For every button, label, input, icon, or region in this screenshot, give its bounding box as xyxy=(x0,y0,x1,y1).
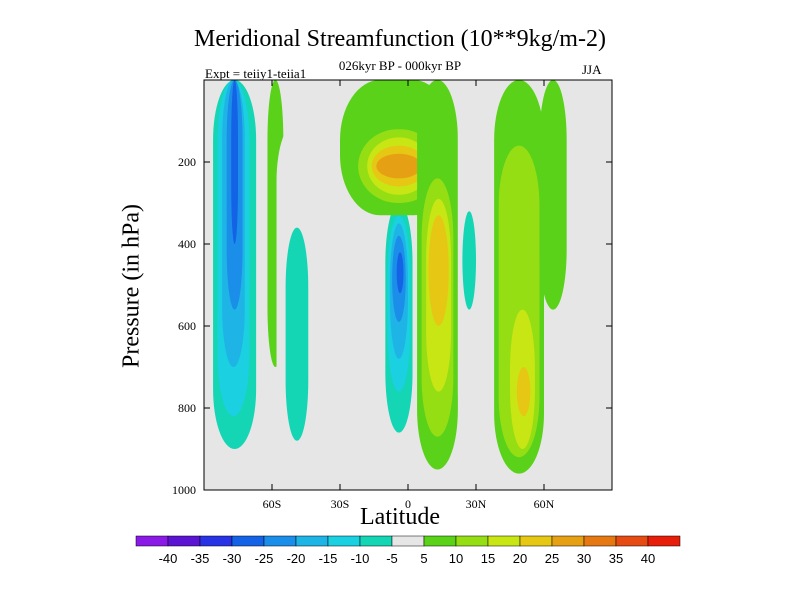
colorbar-label-7: -5 xyxy=(386,551,398,566)
colorbar-swatch-11 xyxy=(487,535,521,547)
colorbar-label-11: 20 xyxy=(513,551,527,566)
colorbar-label-0: -40 xyxy=(159,551,178,566)
colorbar-label-12: 25 xyxy=(545,551,559,566)
colorbar-swatch-14 xyxy=(583,535,617,547)
colorbar-label-2: -30 xyxy=(223,551,242,566)
contour-region-northern-midlatitude-negative-level-1 xyxy=(462,211,476,310)
colorbar-swatch-4 xyxy=(263,535,297,547)
experiment-label: Expt = teiiy1-teiia1 xyxy=(205,66,307,81)
colorbar-label-5: -15 xyxy=(319,551,338,566)
season-label: JJA xyxy=(582,62,602,77)
colorbar-label-15: 40 xyxy=(641,551,655,566)
contour-band-southern-polar-cell xyxy=(208,80,268,470)
y-ticks: 200 400 600 800 1000 xyxy=(172,155,612,497)
y-tick-label-0: 200 xyxy=(178,155,196,169)
x-tick-label-4: 60N xyxy=(534,497,555,511)
colorbar-swatch-6 xyxy=(327,535,361,547)
y-tick-label-2: 600 xyxy=(178,319,196,333)
colorbar-swatch-2 xyxy=(199,535,233,547)
colorbar: -40 -35 -30 -25 -20 -15 -10 -5 5 10 15 20 25 30 35 40 xyxy=(135,535,681,566)
contour-band-northern-outer-positive xyxy=(539,80,567,310)
y-tick-label-4: 1000 xyxy=(172,483,196,497)
contour-region-equatorial-negative-cell-level-5 xyxy=(396,252,404,294)
contour-band-southern-midlatitude-band xyxy=(267,80,318,478)
colorbar-swatch-15 xyxy=(615,535,649,547)
colorbar-label-13: 30 xyxy=(577,551,591,566)
contour-band-northern-midlatitude-negative xyxy=(457,80,481,449)
colorbar-swatch-9 xyxy=(423,535,457,547)
colorbar-label-10: 15 xyxy=(481,551,495,566)
colorbar-swatch-10 xyxy=(455,535,489,547)
colorbar-swatch-16 xyxy=(647,535,681,547)
colorbar-label-8: 5 xyxy=(420,551,427,566)
contour-region-northern-outer-positive-level-0 xyxy=(539,80,567,310)
colorbar-swatch-8 xyxy=(391,535,425,547)
colorbar-label-14: 35 xyxy=(609,551,623,566)
colorbar-label-6: -10 xyxy=(351,551,370,566)
y-tick-label-1: 400 xyxy=(178,237,196,251)
contour-region-southern-polar-cell-level-5 xyxy=(231,80,238,244)
x-axis-label: Latitude xyxy=(360,504,440,530)
contour-region-southern-midlatitude-band-level-2 xyxy=(285,227,309,441)
contour-band-northern-subtropical-positive xyxy=(417,80,458,470)
colorbar-label-9: 10 xyxy=(449,551,463,566)
colorbar-swatch-7 xyxy=(359,535,393,547)
contour-region-upper-tropical-positive-pair-level-4 xyxy=(376,153,422,179)
contour-bands xyxy=(208,80,567,478)
x-tick-label-3: 30N xyxy=(466,497,487,511)
x-tick-label-0: 60S xyxy=(263,497,282,511)
colorbar-swatch-0 xyxy=(135,535,169,547)
colorbar-swatch-12 xyxy=(519,535,553,547)
x-ticks: 60S 30S 0 30N 60N xyxy=(263,80,555,511)
colorbar-swatch-3 xyxy=(231,535,265,547)
colorbar-swatch-1 xyxy=(167,535,201,547)
colorbar-label-1: -35 xyxy=(191,551,210,566)
colorbar-label-4: -20 xyxy=(287,551,306,566)
contour-band-northern-ferrel-positive xyxy=(494,80,544,474)
chart-title: Meridional Streamfunction (10**9kg/m-2) xyxy=(194,26,606,52)
x-tick-label-2: 0 xyxy=(405,497,411,511)
contour-region-northern-subtropical-positive-level-3 xyxy=(428,215,449,326)
chart-subtitle: 026kyr BP - 000kyr BP xyxy=(338,58,462,73)
x-tick-label-1: 30S xyxy=(331,497,350,511)
contour-region-northern-ferrel-positive-level-3 xyxy=(516,367,531,417)
y-tick-label-3: 800 xyxy=(178,401,196,415)
colorbar-swatch-5 xyxy=(295,535,329,547)
contour-band-equatorial-negative-cell xyxy=(380,194,415,466)
colorbar-label-3: -25 xyxy=(255,551,274,566)
colorbar-swatch-13 xyxy=(551,535,585,547)
